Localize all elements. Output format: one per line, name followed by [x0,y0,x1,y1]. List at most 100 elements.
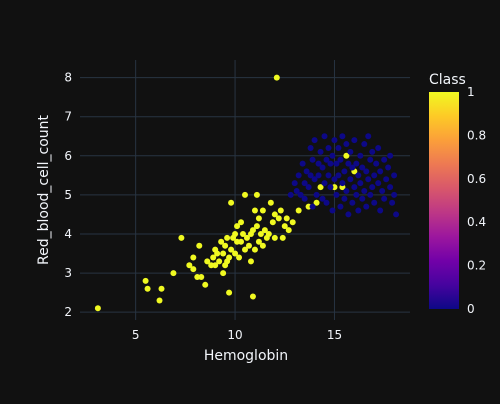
data-point [249,227,256,234]
data-point [299,160,306,167]
data-point [351,184,358,191]
colorbar-tick-label: 0.8 [467,128,486,142]
data-point [347,148,354,155]
data-point [247,258,254,265]
data-point [265,230,272,237]
data-point [242,191,248,198]
data-point [234,223,241,230]
data-point [345,211,352,218]
data-point [341,195,348,202]
colorbar-tick-label: 0.2 [467,259,486,273]
data-point [158,285,165,292]
data-point [371,199,378,206]
data-point [226,289,233,296]
data-point [351,137,358,144]
colorbar-gradient [429,92,459,309]
data-point [220,250,227,257]
data-point [363,203,370,210]
data-point [337,203,344,210]
data-point [220,270,227,277]
data-point [232,250,239,257]
data-point [329,152,336,159]
data-point [321,180,328,187]
data-point [204,258,211,265]
data-point [307,144,314,151]
data-point [224,234,231,241]
data-point [305,184,312,191]
data-point [325,172,332,179]
data-point [269,219,276,226]
y-tick-label: 5 [64,188,72,202]
data-point [327,160,334,167]
data-point [142,277,149,284]
data-point [228,199,235,206]
data-point [349,164,356,171]
data-point [303,168,310,175]
data-point [226,254,233,261]
data-point [355,172,362,179]
data-point [363,168,370,175]
data-point [156,297,163,304]
data-point [335,144,342,151]
y-tick-label: 3 [64,266,72,280]
data-point [245,242,252,249]
data-point [257,230,264,237]
data-point [333,160,340,167]
data-point [307,172,314,179]
data-point [335,172,342,179]
data-point [289,219,296,226]
x-tick-label: 5 [132,328,140,342]
data-point [315,172,322,179]
data-point [371,172,378,179]
data-point [319,164,326,171]
data-point [381,156,388,163]
colorbar-title: Class [429,72,466,88]
data-point [349,199,356,206]
data-point [317,184,324,191]
data-point [355,207,362,214]
data-point [359,195,366,202]
data-point [273,74,280,81]
data-point [295,172,302,179]
data-points [94,74,400,312]
data-point [385,164,392,171]
data-point [210,254,217,261]
data-point [236,254,243,261]
data-point [387,152,394,159]
x-tick-label: 15 [327,328,342,342]
data-point [377,207,384,214]
data-point [343,152,350,159]
data-point [365,176,372,183]
data-point [341,168,348,175]
data-point [319,195,326,202]
data-point [361,187,368,194]
data-point [365,133,372,140]
y-axis-ticks: 2 3 4 5 6 7 8 [64,71,72,320]
y-tick-label: 4 [64,227,72,241]
data-point [243,234,250,241]
data-point [353,160,360,167]
data-point [339,180,346,187]
data-point [277,207,284,214]
data-point [251,207,258,214]
data-point [297,191,304,198]
colorbar-ticks: 0 0.2 0.4 0.6 0.8 1 [467,85,486,316]
data-point [381,195,388,202]
data-point [251,246,258,253]
data-point [228,246,235,253]
data-point [94,305,101,312]
data-point [144,285,151,292]
data-point [333,191,340,198]
colorbar-tick-label: 0.6 [467,172,486,186]
data-point [212,262,219,269]
data-point [357,180,364,187]
data-point [301,195,308,202]
data-point [375,180,382,187]
y-axis-label: Red_blood_cell_count [36,115,52,265]
data-point [253,191,260,198]
data-point [170,270,177,277]
data-point [377,168,384,175]
colorbar-tick-label: 1 [467,85,475,99]
